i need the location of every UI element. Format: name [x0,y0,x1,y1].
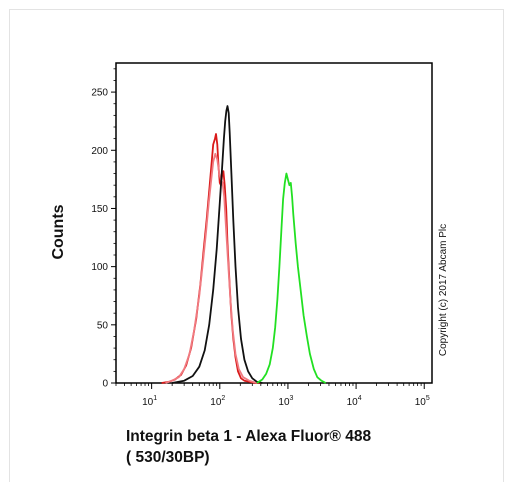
x-axis-title-subtitle: ( 530/30BP) [126,449,210,466]
y-tick-label: 100 [91,262,108,273]
y-tick-label: 250 [91,88,108,99]
x-tick-label: 102 [210,395,225,408]
series-line-2 [165,152,258,384]
series-line-3 [171,105,263,384]
x-tick-label: 101 [142,395,157,408]
series-line-4 [256,172,327,384]
copyright-text: Copyright (c) 2017 Abcam Plc [438,224,449,356]
y-tick-label: 200 [91,146,108,157]
y-axis-title: Counts [50,204,67,259]
figure-frame [9,9,504,482]
y-tick-label: 0 [102,379,108,390]
plot-area [115,62,433,384]
x-axis: 101 102 103 104 105 [115,383,430,408]
series-layer [161,105,327,384]
y-tick-label: 150 [91,204,108,215]
x-tick-label: 103 [278,395,293,408]
series-line-1 [161,133,261,384]
x-axis-title: Integrin beta 1 - Alexa Fluor® 488 [126,428,372,445]
y-tick-label: 50 [97,320,109,331]
y-axis: 0 50 100 150 200 250 [91,68,116,390]
x-tick-label: 104 [347,395,362,408]
x-tick-label: 105 [415,395,430,408]
